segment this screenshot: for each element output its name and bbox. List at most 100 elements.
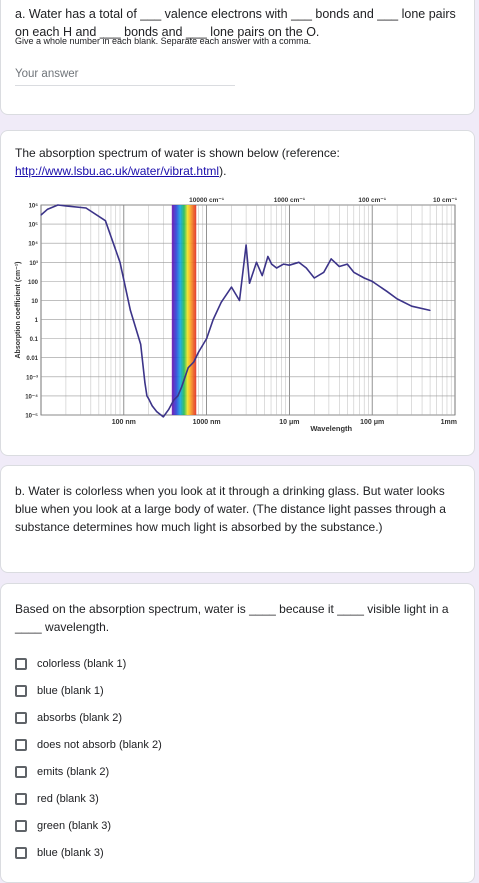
reference-link[interactable]: http://www.lsbu.ac.uk/water/vibrat.html xyxy=(15,164,220,178)
data-point xyxy=(255,261,258,263)
question-a-help-text: Give a whole number in each blank. Separ… xyxy=(15,36,312,46)
data-point xyxy=(193,361,195,363)
data-point xyxy=(40,214,42,216)
answer-input[interactable] xyxy=(15,63,235,86)
data-point xyxy=(386,290,388,292)
checkbox-label: blue (blank 1) xyxy=(37,685,104,697)
checkbox-option[interactable]: does not absorb (blank 2) xyxy=(15,735,162,755)
data-point xyxy=(168,408,170,410)
data-point xyxy=(230,286,233,288)
data-point xyxy=(140,343,142,345)
checkbox-option[interactable]: absorbs (blank 2) xyxy=(15,708,122,728)
absorption-spectrum-chart: 10⁶ 10⁵ 10⁴ 10³ 100 10 1 0.1 0.01 10⁻³ 10⁻⁴ 10⁻⁵ 100… xyxy=(15,197,457,433)
checkbox-option[interactable]: colorless (blank 1) xyxy=(15,654,126,674)
y-tick-label: 0.1 xyxy=(30,337,39,343)
question-a-title: a. Water has a total of ___ valence elec… xyxy=(15,7,456,39)
y-tick-label: 10⁻⁴ xyxy=(25,394,38,400)
spectrum-text-end: ). xyxy=(219,164,227,178)
y-tick-label: 10 xyxy=(31,299,38,305)
y-tick-label: 0.01 xyxy=(26,356,38,362)
y-tick-label: 10⁻³ xyxy=(26,374,38,381)
data-point xyxy=(288,264,290,266)
checkbox[interactable] xyxy=(15,658,27,670)
data-point xyxy=(396,298,398,300)
x-tick-label: 100 nm xyxy=(112,419,136,426)
chart-ticks: 10⁶ 10⁵ 10⁴ 10³ 100 10 1 0.1 0.01 10⁻³ 10⁻⁴ 10⁻⁵ 100… xyxy=(15,197,457,433)
data-point xyxy=(267,255,269,258)
y-tick-label: 10⁻⁵ xyxy=(25,414,38,420)
y-tick-label: 100 xyxy=(28,280,39,286)
top-tick-label: 100 cm⁻¹ xyxy=(358,197,386,204)
top-tick-label: 10 cm⁻¹ xyxy=(433,197,457,204)
checkbox-label: does not absorb (blank 2) xyxy=(37,739,162,751)
data-point xyxy=(411,305,413,307)
visible-spectrum-band xyxy=(171,205,197,415)
checkbox-label: absorbs (blank 2) xyxy=(37,712,122,724)
checkbox[interactable] xyxy=(15,820,27,832)
data-point xyxy=(212,318,214,321)
checkbox-option[interactable]: blue (blank 1) xyxy=(15,681,104,701)
y-tick-label: 10⁶ xyxy=(29,204,39,210)
data-point xyxy=(151,405,153,407)
data-point xyxy=(162,416,164,418)
checkbox[interactable] xyxy=(15,685,27,697)
y-tick-label: 10⁴ xyxy=(28,242,38,248)
data-point xyxy=(65,205,67,207)
data-point xyxy=(46,208,49,210)
data-point xyxy=(238,299,241,302)
data-point xyxy=(338,265,340,268)
y-axis-label: Absorption coefficient (cm⁻¹) xyxy=(15,261,22,358)
x-tick-label: 1mm xyxy=(441,419,457,426)
checkbox-label: blue (blank 3) xyxy=(37,847,104,859)
data-point xyxy=(173,399,175,401)
data-point xyxy=(85,207,87,209)
data-point xyxy=(187,367,189,369)
data-point xyxy=(129,309,131,312)
checkbox-option[interactable]: blue (blank 3) xyxy=(15,843,104,863)
checkbox[interactable] xyxy=(15,847,27,859)
data-point xyxy=(104,220,107,222)
checkbox[interactable] xyxy=(15,766,27,778)
checkbox[interactable] xyxy=(15,793,27,805)
question-card-b: b. Water is colorless when you look at i… xyxy=(0,465,475,573)
spectrum-text: The absorption spectrum of water is show… xyxy=(15,146,340,160)
checkbox-label: emits (blank 2) xyxy=(37,766,110,778)
chart-series xyxy=(40,204,431,418)
data-point xyxy=(57,204,59,206)
checkbox-label: green (blank 3) xyxy=(37,820,111,832)
absorption-curve xyxy=(40,204,431,418)
y-tick-label: 1 xyxy=(35,318,39,324)
data-point xyxy=(282,263,285,265)
data-point xyxy=(371,280,373,282)
data-point xyxy=(305,267,307,269)
data-point xyxy=(181,386,183,388)
data-point xyxy=(177,395,179,397)
data-point xyxy=(363,277,365,279)
checkbox[interactable] xyxy=(15,739,27,751)
data-point xyxy=(144,381,146,384)
data-point xyxy=(330,258,332,260)
question-card-checkboxes: Based on the absorption spectrum, water … xyxy=(0,583,475,883)
data-point xyxy=(261,275,263,277)
data-point xyxy=(429,309,431,312)
data-point xyxy=(148,398,150,400)
x-tick-label: 10 μm xyxy=(279,419,299,426)
data-point xyxy=(146,395,148,397)
question-card-a: a. Water has a total of ___ valence elec… xyxy=(0,0,475,115)
spectrum-description: The absorption spectrum of water is show… xyxy=(15,144,466,180)
data-point xyxy=(206,338,208,340)
question-b-text: b. Water is colorless when you look at i… xyxy=(15,484,446,534)
data-point xyxy=(248,282,251,284)
data-point xyxy=(346,263,348,265)
checkbox[interactable] xyxy=(15,712,27,724)
checkbox-option[interactable]: emits (blank 2) xyxy=(15,762,109,782)
checkbox-option[interactable]: red (blank 3) xyxy=(15,789,99,809)
chart-grid xyxy=(40,204,456,416)
data-point xyxy=(245,244,247,246)
x-tick-label: 1000 nm xyxy=(193,419,221,426)
spectrum-card: The absorption spectrum of water is show… xyxy=(0,130,475,456)
data-point xyxy=(271,263,273,265)
y-tick-label: 10⁵ xyxy=(29,223,39,229)
y-tick-label: 10³ xyxy=(29,260,38,267)
checkbox-option[interactable]: green (blank 3) xyxy=(15,816,111,836)
